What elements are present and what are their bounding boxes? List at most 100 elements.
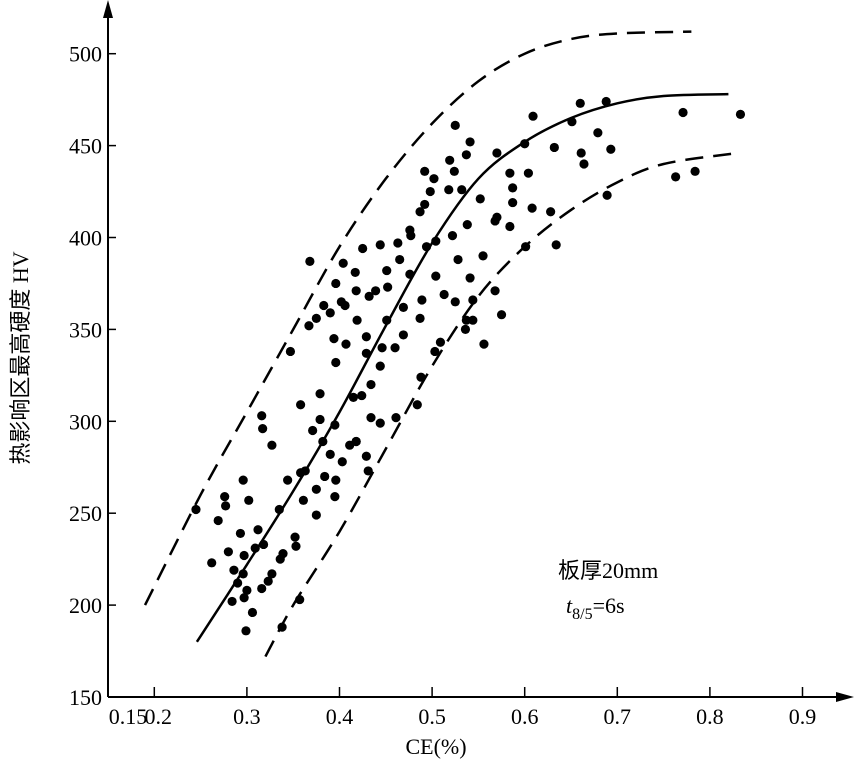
- data-point: [274, 504, 284, 515]
- data-point: [290, 532, 300, 542]
- upper-bound-curve: [143, 30, 692, 606]
- data-point: [505, 168, 515, 178]
- data-point: [412, 400, 422, 410]
- data-point: [331, 475, 341, 485]
- data-point: [576, 148, 586, 158]
- data-point: [462, 220, 472, 230]
- data-point: [278, 549, 288, 559]
- data-point: [429, 174, 439, 184]
- data-point: [445, 155, 455, 165]
- data-point: [450, 120, 460, 130]
- data-point: [366, 413, 376, 423]
- data-point: [233, 578, 243, 588]
- data-point: [242, 585, 252, 595]
- data-point: [364, 291, 374, 301]
- data-point: [291, 541, 301, 551]
- data-point: [296, 468, 306, 478]
- data-point: [492, 148, 502, 158]
- data-point: [305, 256, 315, 266]
- data-point: [575, 98, 585, 108]
- x-tick-label: 0.9: [789, 704, 817, 729]
- data-point: [241, 626, 251, 636]
- annotation-plate-thickness: 板厚20mm: [558, 558, 658, 583]
- x-tick-label: 0.7: [604, 704, 632, 729]
- data-point: [461, 150, 471, 160]
- data-point: [420, 166, 430, 176]
- data-point: [320, 471, 330, 482]
- y-tick-label: 150: [69, 685, 102, 710]
- x-tick-label: 0.15: [109, 704, 148, 729]
- data-point: [415, 313, 425, 323]
- data-point: [371, 286, 381, 296]
- annotation-t-subscript: 8/5: [572, 606, 592, 623]
- data-point: [223, 547, 233, 557]
- data-point: [238, 569, 248, 579]
- data-point: [606, 144, 616, 154]
- data-point: [221, 501, 231, 511]
- data-point: [375, 418, 385, 428]
- data-point: [382, 265, 392, 276]
- data-point: [375, 361, 385, 371]
- y-axis-label: 热影响区最高硬度 HV: [8, 251, 33, 464]
- data-point: [331, 278, 341, 289]
- data-point: [311, 313, 321, 323]
- data-point: [421, 242, 432, 252]
- data-point: [351, 286, 361, 296]
- x-axis-label: CE(%): [405, 734, 466, 759]
- data-point: [258, 539, 269, 550]
- data-point: [377, 343, 387, 353]
- data-point: [430, 346, 440, 357]
- data-point: [528, 111, 538, 121]
- data-point: [415, 207, 425, 217]
- data-point: [296, 400, 306, 410]
- data-point: [361, 451, 371, 461]
- data-point: [505, 221, 515, 232]
- data-point: [357, 390, 367, 401]
- data-point: [457, 185, 467, 195]
- y-tick-label: 200: [69, 593, 102, 618]
- data-point: [496, 310, 507, 320]
- data-point: [523, 168, 534, 178]
- data-point: [461, 315, 471, 325]
- data-point: [329, 333, 339, 344]
- data-point: [527, 203, 537, 213]
- data-point: [521, 242, 531, 252]
- x-tick-label: 0.3: [233, 704, 261, 729]
- data-point: [460, 324, 471, 334]
- data-point: [352, 315, 362, 325]
- data-point: [311, 510, 321, 520]
- data-point: [239, 550, 249, 561]
- data-point: [308, 425, 318, 436]
- data-point: [478, 251, 488, 261]
- data-point: [341, 339, 351, 349]
- data-point: [311, 484, 321, 494]
- data-point: [207, 558, 217, 568]
- data-point: [267, 440, 277, 450]
- data-point: [351, 436, 361, 447]
- data-point: [348, 392, 358, 403]
- data-point: [325, 449, 335, 459]
- data-point: [678, 107, 688, 118]
- data-point: [340, 300, 350, 311]
- data-point: [257, 583, 267, 594]
- data-point: [277, 622, 287, 632]
- data-point: [546, 207, 556, 217]
- data-point: [398, 302, 408, 312]
- data-point: [350, 267, 360, 278]
- data-point: [417, 295, 427, 305]
- data-point: [238, 475, 248, 485]
- data-point: [551, 240, 561, 250]
- x-tick-label: 0.4: [326, 704, 354, 729]
- data-point: [444, 185, 454, 195]
- axes: [103, 0, 854, 702]
- x-tick-label: 0.2: [145, 704, 173, 729]
- x-tick-label: 0.8: [696, 704, 724, 729]
- scatter-points: [191, 96, 746, 636]
- data-point: [253, 525, 263, 535]
- data-point: [315, 414, 325, 425]
- data-point: [390, 343, 400, 353]
- data-point: [304, 321, 314, 331]
- annotation-cooling-time: t8/5=6s: [566, 593, 625, 623]
- data-point: [431, 236, 441, 246]
